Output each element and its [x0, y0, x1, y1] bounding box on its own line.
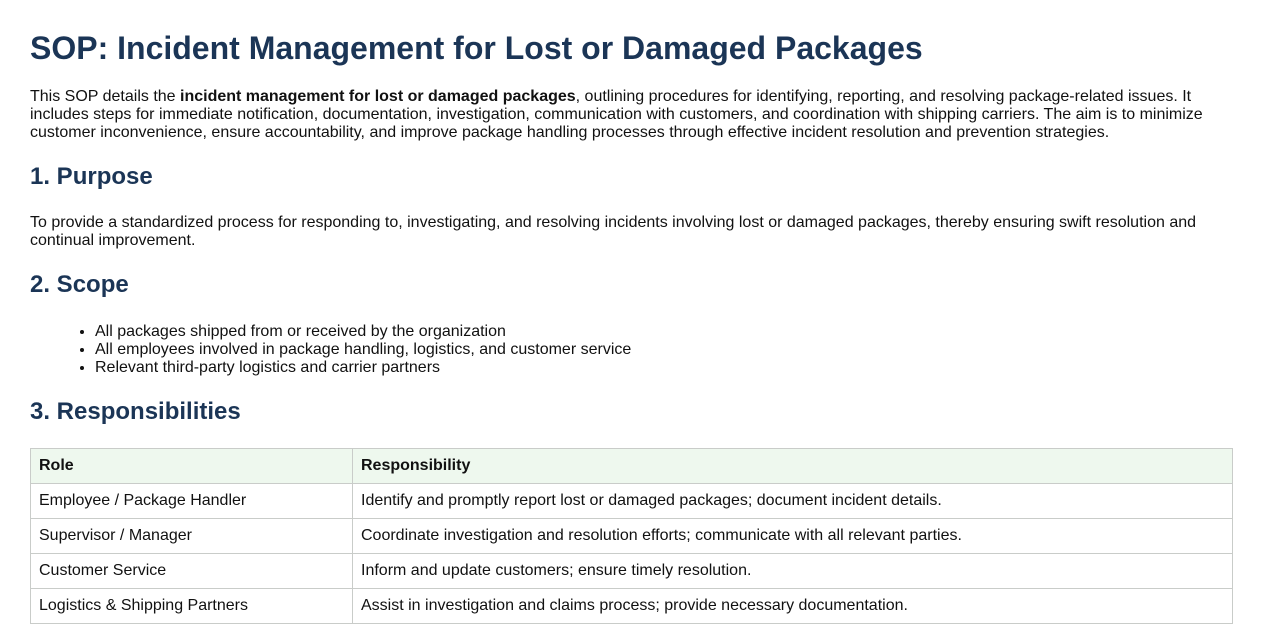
- list-item: All packages shipped from or received by…: [95, 323, 1233, 341]
- table-row: Employee / Package Handler Identify and …: [30, 483, 1233, 519]
- role-cell: Supervisor / Manager: [30, 518, 353, 554]
- intro-text: This SOP details the: [30, 88, 180, 105]
- role-cell: Employee / Package Handler: [30, 483, 353, 519]
- intro-bold-text: incident management for lost or damaged …: [180, 88, 576, 105]
- column-header-role: Role: [30, 448, 353, 484]
- purpose-text: To provide a standardized process for re…: [30, 214, 1197, 249]
- role-cell: Customer Service: [30, 553, 353, 589]
- intro-text-rest: , outlining procedures for identifying, …: [30, 88, 1203, 141]
- purpose-heading: 1. Purpose: [30, 163, 153, 190]
- responsibilities-heading: 3. Responsibilities: [30, 398, 241, 425]
- list-item: Relevant third-party logistics and carri…: [95, 359, 1233, 377]
- list-item: All employees involved in package handli…: [95, 341, 1233, 359]
- table-row: Logistics & Shipping Partners Assist in …: [30, 588, 1233, 624]
- role-cell: Logistics & Shipping Partners: [30, 588, 353, 624]
- table-row: Supervisor / Manager Coordinate investig…: [30, 518, 1233, 554]
- responsibility-cell: Assist in investigation and claims proce…: [352, 588, 1233, 624]
- table-header-row: Role Responsibility: [30, 448, 1233, 484]
- scope-list: All packages shipped from or received by…: [30, 323, 1233, 377]
- responsibility-cell: Identify and promptly report lost or dam…: [352, 483, 1233, 519]
- responsibility-cell: Coordinate investigation and resolution …: [352, 518, 1233, 554]
- responsibilities-table: Role Responsibility Employee / Package H…: [30, 448, 1233, 624]
- page-title: SOP: Incident Management for Lost or Dam…: [30, 30, 923, 66]
- intro-paragraph: This SOP details the incident management…: [30, 88, 1233, 142]
- scope-heading: 2. Scope: [30, 271, 129, 298]
- column-header-responsibility: Responsibility: [352, 448, 1233, 484]
- responsibility-cell: Inform and update customers; ensure time…: [352, 553, 1233, 589]
- table-row: Customer Service Inform and update custo…: [30, 553, 1233, 589]
